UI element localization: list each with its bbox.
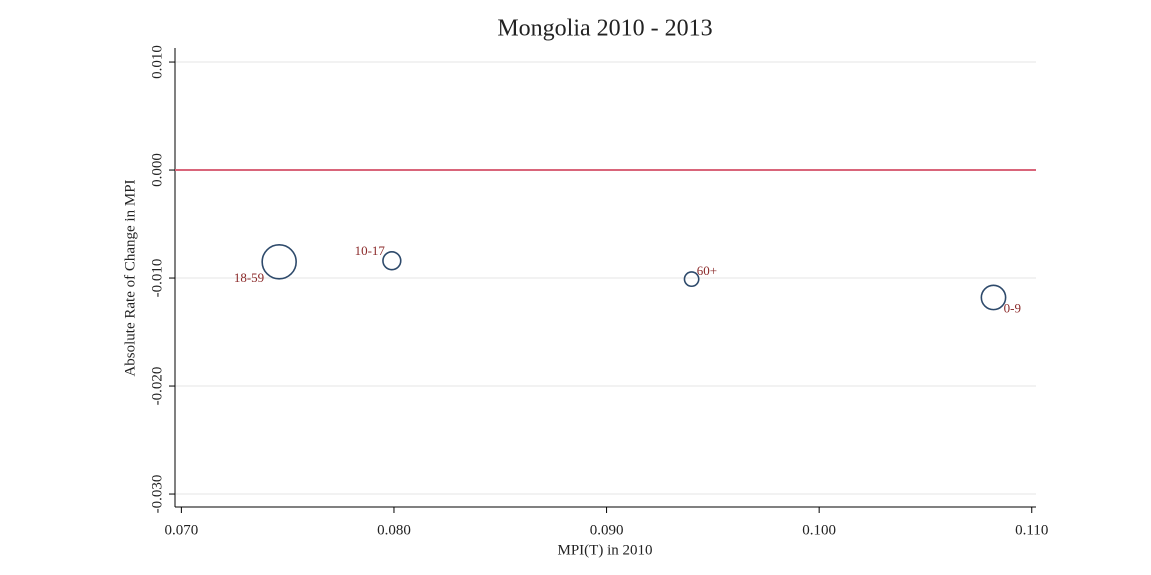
bubble <box>261 244 297 280</box>
y-tick-label: -0.010 <box>149 259 165 298</box>
x-tick-label: 0.070 <box>165 522 199 538</box>
y-tick-label: 0.010 <box>149 45 165 79</box>
bubble <box>382 251 402 271</box>
x-tick-label: 0.100 <box>802 522 836 538</box>
x-axis-label: MPI(T) in 2010 <box>558 542 653 558</box>
chart-title: Mongolia 2010 - 2013 <box>497 16 712 42</box>
x-tick-label: 0.090 <box>590 522 624 538</box>
bubble <box>980 284 1007 311</box>
bubble <box>683 271 700 288</box>
y-tick-label: -0.030 <box>149 475 165 514</box>
point-label: 60+ <box>697 263 717 278</box>
point-label: 0-9 <box>1004 301 1021 316</box>
y-axis-label: Absolute Rate of Change in MPI <box>122 179 138 376</box>
point-label: 10-17 <box>355 243 386 258</box>
point-label: 18-59 <box>234 270 264 285</box>
x-tick-label: 0.080 <box>377 522 411 538</box>
x-tick-label: 0.110 <box>1015 522 1048 538</box>
y-tick-label: 0.000 <box>149 153 165 187</box>
y-tick-label: -0.020 <box>149 367 165 406</box>
